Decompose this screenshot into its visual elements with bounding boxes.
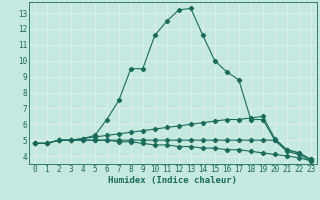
X-axis label: Humidex (Indice chaleur): Humidex (Indice chaleur) — [108, 176, 237, 185]
